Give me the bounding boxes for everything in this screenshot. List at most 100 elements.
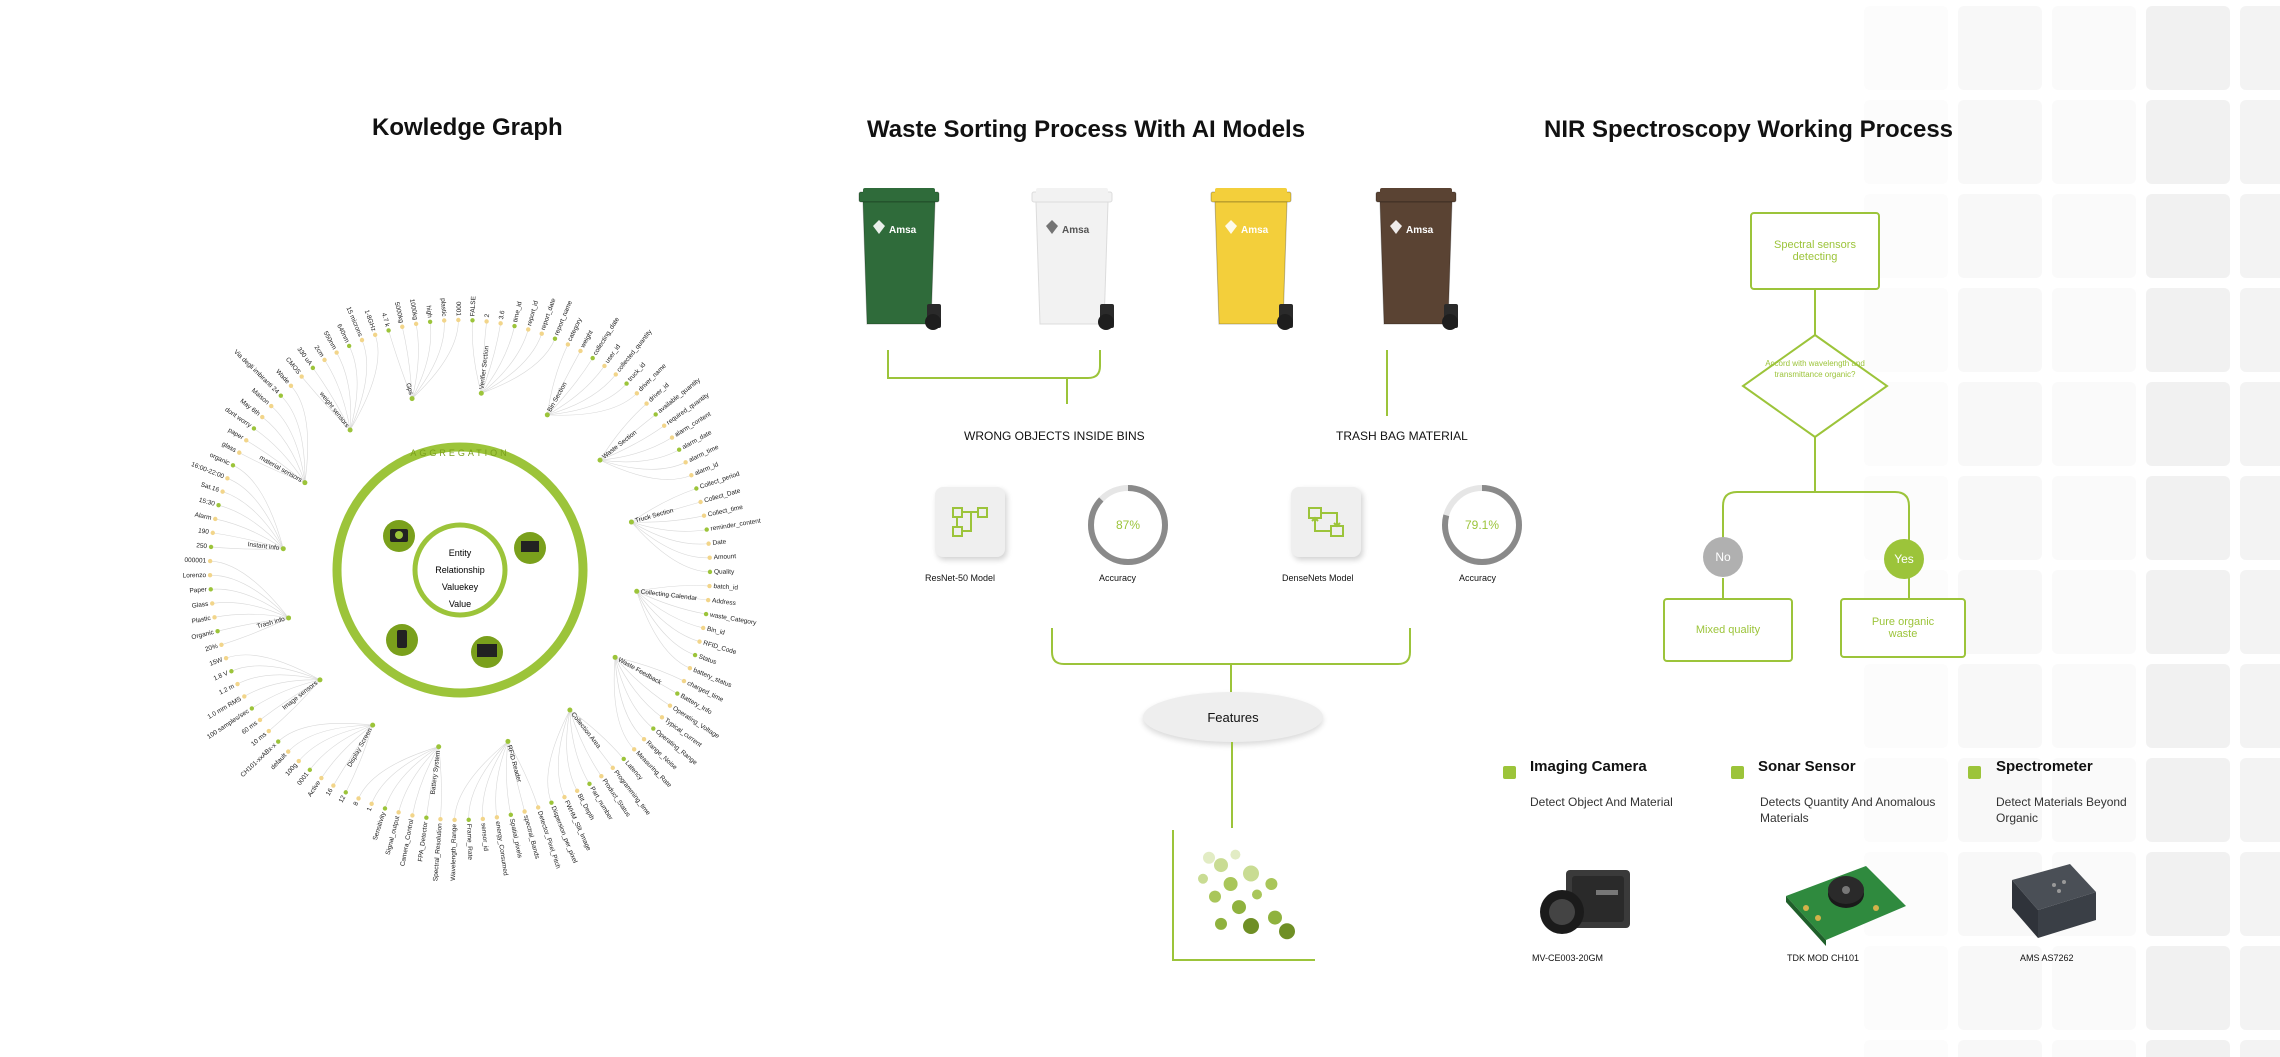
graph-edge xyxy=(210,574,289,619)
value-label: 2 xyxy=(484,313,491,318)
value-node xyxy=(296,758,301,764)
value-label: high xyxy=(424,305,432,318)
graph-edge xyxy=(225,654,321,681)
value-label: Alarm xyxy=(194,511,212,521)
value-label: report_date xyxy=(540,297,558,331)
value-label: 10 ms xyxy=(250,731,269,748)
value-label: 1.8 V xyxy=(213,670,230,683)
graph-edge xyxy=(614,657,671,706)
graph-edge xyxy=(232,465,284,549)
graph-edge xyxy=(507,741,539,808)
value-label: Date xyxy=(712,538,727,546)
background-tile xyxy=(2146,194,2230,278)
spectrometer-title: Spectrometer xyxy=(1996,758,2093,775)
category-label: Trash info xyxy=(256,616,286,631)
sonar-sensor-title: Sonar Sensor xyxy=(1758,758,1856,775)
value-label: Paper xyxy=(189,586,208,594)
transfer-icon xyxy=(1308,507,1344,537)
graph-edge xyxy=(259,679,321,721)
spectrometer-model: AMS AS7262 xyxy=(2020,953,2074,963)
category-node xyxy=(612,654,618,660)
scatter-point xyxy=(1223,877,1238,891)
imaging-camera-title: Imaging Camera xyxy=(1530,758,1647,775)
graph-edge xyxy=(481,321,487,394)
value-node xyxy=(522,809,527,814)
graph-edge xyxy=(547,350,581,416)
value-node xyxy=(276,739,281,744)
background-tile xyxy=(2052,476,2136,560)
graph-edge xyxy=(262,416,306,483)
graph-edge xyxy=(631,488,697,523)
graph-edge xyxy=(401,326,413,399)
value-node xyxy=(249,706,255,711)
graph-edge xyxy=(547,365,605,416)
value-node xyxy=(310,365,316,371)
graph-edge xyxy=(268,679,321,732)
value-node xyxy=(610,765,615,771)
background-tile xyxy=(2240,100,2280,184)
value-label: CH101-xxABx-x xyxy=(239,741,278,778)
background-tile xyxy=(2240,758,2280,842)
accuracy-value: 87% xyxy=(1116,518,1140,532)
graph-edge xyxy=(215,518,284,549)
organic-decision: Accord with wavelength and transmittance… xyxy=(1765,359,1865,379)
background-tile xyxy=(2240,664,2280,748)
value-label: 100g xyxy=(284,762,299,778)
background-tile xyxy=(2052,664,2136,748)
scatter-point xyxy=(1230,849,1241,860)
graph-edge xyxy=(280,395,306,483)
background-tile xyxy=(1958,476,2042,560)
bin-brand-label: Amsa xyxy=(1062,225,1090,236)
value-node xyxy=(413,321,419,327)
value-node xyxy=(242,694,247,699)
value-label: Collect_time xyxy=(707,504,744,519)
value-node xyxy=(356,796,361,801)
value-label: user_id xyxy=(604,343,622,365)
spectrometer-image xyxy=(2012,864,2096,938)
yes-branch: Yes xyxy=(1884,539,1924,579)
value-label: Maison xyxy=(250,387,271,406)
value-node xyxy=(669,435,675,440)
graph-edge xyxy=(613,657,635,750)
value-node xyxy=(466,817,471,823)
value-node xyxy=(331,783,336,788)
category-label: Collecting Calendar xyxy=(640,589,698,603)
value-node xyxy=(210,530,215,536)
graph-edge xyxy=(468,741,509,820)
value-node xyxy=(498,321,503,326)
value-node xyxy=(704,527,709,532)
background-tile xyxy=(2240,1040,2280,1057)
spectral-detecting-step: Spectral sensors detecting xyxy=(1750,212,1880,290)
value-label: Spatial_pixels xyxy=(508,818,523,859)
sensor-bullet xyxy=(1731,766,1744,779)
category-node xyxy=(478,390,484,396)
value-node xyxy=(369,801,374,807)
value-label: category xyxy=(567,316,584,342)
value-node xyxy=(526,327,531,332)
value-label: 16 xyxy=(325,787,335,797)
background-tile xyxy=(2146,852,2230,936)
graph-edge xyxy=(345,725,373,793)
value-label: Bit_Depth xyxy=(576,793,596,822)
background-tile xyxy=(1958,1040,2042,1057)
trash-bag-label: TRASH BAG MATERIAL xyxy=(1336,429,1468,443)
category-node xyxy=(409,396,415,402)
graph-edge xyxy=(614,657,654,729)
graph-edge xyxy=(507,741,525,812)
background-tile xyxy=(2146,100,2230,184)
value-node xyxy=(215,628,220,634)
value-node xyxy=(590,355,595,361)
value-node xyxy=(288,383,294,389)
scatter-point xyxy=(1268,910,1282,925)
value-label: sensor_id xyxy=(480,823,490,852)
value-label: Wade xyxy=(274,368,291,385)
value-node xyxy=(322,357,327,363)
graph-edge xyxy=(333,724,373,786)
graph-edge xyxy=(348,345,358,431)
sonar-sensor-image xyxy=(1786,866,1906,946)
value-label: spectral_Bands xyxy=(522,815,541,861)
value-node xyxy=(229,669,234,674)
category-node xyxy=(567,707,573,713)
imaging-camera-model: MV-CE003-20GM xyxy=(1532,953,1604,963)
graph-edge xyxy=(411,320,459,399)
